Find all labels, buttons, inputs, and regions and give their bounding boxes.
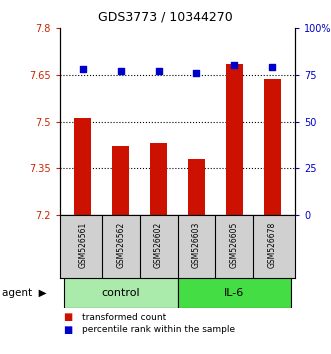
Text: transformed count: transformed count (81, 313, 166, 321)
Text: agent  ▶: agent ▶ (2, 288, 46, 298)
Bar (188, 159, 205, 215)
Text: GDS3773 / 10344270: GDS3773 / 10344270 (98, 10, 233, 23)
Bar (112, 147, 129, 215)
Text: GSM526603: GSM526603 (192, 222, 201, 268)
Point (270, 64, 275, 70)
Bar (226, 64, 243, 215)
Text: IL-6: IL-6 (224, 288, 245, 298)
Point (118, 68, 123, 74)
Bar (64, 278, 177, 308)
Point (232, 63, 237, 68)
Bar (150, 143, 167, 215)
Text: control: control (101, 288, 140, 298)
Text: GSM526678: GSM526678 (268, 222, 277, 268)
Point (80, 66, 85, 72)
Text: GSM526562: GSM526562 (116, 222, 125, 268)
Point (156, 68, 161, 74)
Text: ■: ■ (63, 325, 72, 335)
Bar (264, 79, 281, 215)
Text: ■: ■ (63, 312, 72, 322)
Bar (177, 278, 291, 308)
Text: GSM526602: GSM526602 (154, 222, 163, 268)
Text: GSM526605: GSM526605 (230, 222, 239, 268)
Text: percentile rank within the sample: percentile rank within the sample (81, 325, 235, 335)
Text: GSM526561: GSM526561 (78, 222, 87, 268)
Point (194, 70, 199, 76)
Bar (74, 118, 91, 215)
